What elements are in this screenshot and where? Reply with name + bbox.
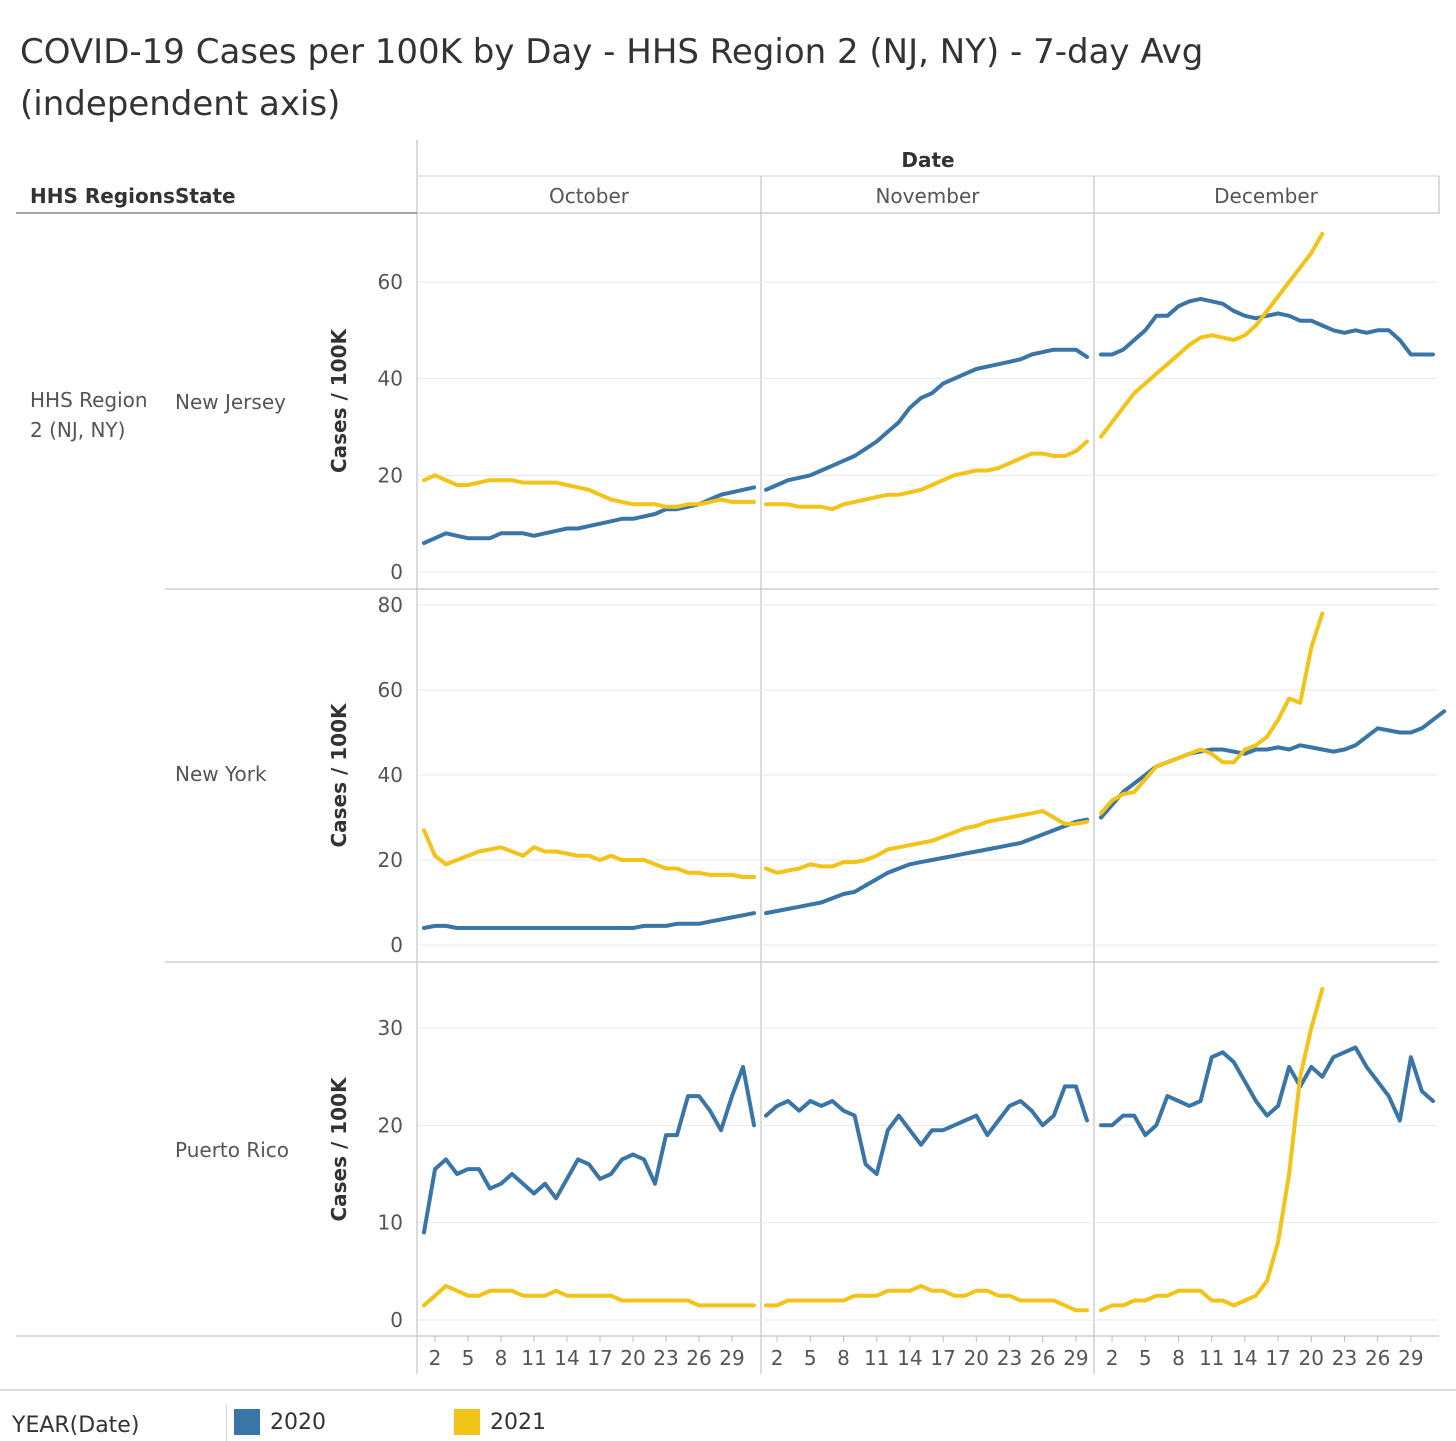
y-tick-label: 0 bbox=[390, 1308, 403, 1332]
y-tick-label: 80 bbox=[378, 593, 403, 617]
y-tick-label: 40 bbox=[378, 367, 403, 391]
y-tick-label: 40 bbox=[378, 763, 403, 787]
y-axis-label-puerto-rico: Cases / 100K bbox=[327, 1076, 351, 1222]
chart-title: COVID-19 Cases per 100K by Day - HHS Reg… bbox=[20, 32, 1204, 124]
panel-new-jersey: New Jersey Cases / 100K 0 20 40 60 bbox=[175, 231, 1437, 584]
y-axis-label-new-york: Cases / 100K bbox=[327, 702, 351, 848]
x-tick-label: 5 bbox=[462, 1346, 475, 1370]
series-2020-puerto-rico-december bbox=[1099, 1045, 1435, 1138]
x-tick-label: 5 bbox=[1139, 1346, 1152, 1370]
y-tick-label: 30 bbox=[378, 1016, 403, 1040]
series-2021-puerto-rico-december bbox=[1099, 987, 1325, 1313]
x-tick-label: 17 bbox=[930, 1346, 955, 1370]
x-tick-label: 14 bbox=[897, 1346, 922, 1370]
legend-label-2021: 2021 bbox=[490, 1409, 546, 1435]
series-2020-new-jersey-november bbox=[764, 347, 1089, 492]
x-tick-label: 14 bbox=[554, 1346, 579, 1370]
state-label-new-jersey: New Jersey bbox=[175, 390, 286, 414]
series-2021-new-york-november bbox=[764, 809, 1089, 875]
state-label-new-york: New York bbox=[175, 762, 267, 786]
y-tick-label: 20 bbox=[378, 463, 403, 487]
series-2021-puerto-rico-october bbox=[422, 1283, 756, 1308]
series-2021-new-york-october bbox=[422, 828, 756, 879]
x-axis: 2 5 8 11 14 17 20 23 26 29 2 5 8 11 14 17 20 23 26 29 2 5 8 11 1… bbox=[429, 1336, 1424, 1370]
x-tick-label: 26 bbox=[1365, 1346, 1390, 1370]
x-tick-label: 17 bbox=[1265, 1346, 1290, 1370]
x-tick-label: 26 bbox=[1030, 1346, 1055, 1370]
month-header-december: December bbox=[1214, 184, 1318, 208]
x-tick-label: 20 bbox=[620, 1346, 645, 1370]
y-tick-label: 10 bbox=[378, 1211, 403, 1235]
series-2021-new-jersey-december bbox=[1099, 231, 1325, 439]
x-tick-label: 5 bbox=[804, 1346, 817, 1370]
x-tick-label: 2 bbox=[1106, 1346, 1119, 1370]
y-tick-label: 20 bbox=[378, 848, 403, 872]
chart-canvas: HHS Regions State Date HHS Region 2 (NJ,… bbox=[0, 140, 1456, 1391]
panel-puerto-rico: Puerto Rico Cases / 100K 0 10 20 30 bbox=[175, 987, 1437, 1332]
panel-new-york: New York Cases / 100K 0 20 40 60 80 bbox=[175, 593, 1447, 957]
month-header-october: October bbox=[549, 184, 630, 208]
x-tick-label: 23 bbox=[997, 1346, 1022, 1370]
x-tick-label: 23 bbox=[1332, 1346, 1357, 1370]
x-tick-label: 20 bbox=[964, 1346, 989, 1370]
month-header-november: November bbox=[875, 184, 980, 208]
header-hhs-regions: HHS Regions bbox=[30, 184, 175, 208]
series-2021-new-york-december bbox=[1099, 611, 1325, 816]
x-tick-label: 8 bbox=[1172, 1346, 1185, 1370]
series-2020-puerto-rico-november bbox=[764, 1084, 1089, 1176]
x-tick-label: 11 bbox=[521, 1346, 546, 1370]
legend-swatch-2020 bbox=[234, 1409, 260, 1435]
series-2021-puerto-rico-november bbox=[764, 1283, 1089, 1313]
series-2020-puerto-rico-october bbox=[422, 1064, 756, 1235]
month-headers: October November December bbox=[549, 184, 1319, 208]
region-label: HHS Region 2 (NJ, NY) bbox=[30, 388, 154, 442]
header-state: State bbox=[175, 184, 236, 208]
x-tick-label: 11 bbox=[1199, 1346, 1224, 1370]
legend: YEAR(Date) 2020 2021 bbox=[0, 1405, 1456, 1441]
x-tick-label: 29 bbox=[1398, 1346, 1423, 1370]
x-tick-label: 17 bbox=[587, 1346, 612, 1370]
series-2020-new-jersey-october bbox=[422, 485, 756, 545]
y-tick-label: 0 bbox=[390, 933, 403, 957]
x-tick-label: 29 bbox=[1063, 1346, 1088, 1370]
x-tick-label: 14 bbox=[1232, 1346, 1257, 1370]
series-2021-new-jersey-october bbox=[422, 473, 756, 509]
legend-title: YEAR(Date) bbox=[12, 1413, 140, 1438]
legend-swatch-2021 bbox=[454, 1409, 480, 1435]
series-2020-new-jersey-december bbox=[1099, 296, 1435, 357]
x-tick-label: 2 bbox=[429, 1346, 442, 1370]
x-tick-label: 11 bbox=[864, 1346, 889, 1370]
region-label-line-2: 2 (NJ, NY) bbox=[30, 418, 125, 442]
y-axis-label-new-jersey: Cases / 100K bbox=[327, 327, 351, 473]
series-2021-new-jersey-november bbox=[764, 439, 1089, 512]
legend-label-2020: 2020 bbox=[270, 1409, 326, 1435]
y-tick-label: 0 bbox=[390, 560, 403, 584]
y-tick-label: 60 bbox=[378, 270, 403, 294]
state-label-puerto-rico: Puerto Rico bbox=[175, 1138, 289, 1162]
x-tick-label: 8 bbox=[495, 1346, 508, 1370]
legend-item-2020[interactable]: 2020 bbox=[234, 1409, 326, 1435]
x-tick-label: 26 bbox=[686, 1346, 711, 1370]
x-tick-label: 23 bbox=[653, 1346, 678, 1370]
x-tick-label: 2 bbox=[771, 1346, 784, 1370]
header-date: Date bbox=[901, 148, 954, 172]
region-label-line-1: HHS Region bbox=[30, 388, 148, 412]
series-2020-new-york-november bbox=[764, 817, 1089, 916]
legend-divider bbox=[226, 1405, 227, 1441]
x-tick-label: 8 bbox=[837, 1346, 850, 1370]
y-tick-label: 20 bbox=[378, 1113, 403, 1137]
series-2020-new-york-october bbox=[422, 911, 756, 930]
legend-item-2021[interactable]: 2021 bbox=[454, 1409, 546, 1435]
x-tick-label: 29 bbox=[719, 1346, 744, 1370]
x-tick-label: 20 bbox=[1299, 1346, 1324, 1370]
y-tick-label: 60 bbox=[378, 678, 403, 702]
panels: New Jersey Cases / 100K 0 20 40 60 New York Cas… bbox=[175, 231, 1447, 1332]
